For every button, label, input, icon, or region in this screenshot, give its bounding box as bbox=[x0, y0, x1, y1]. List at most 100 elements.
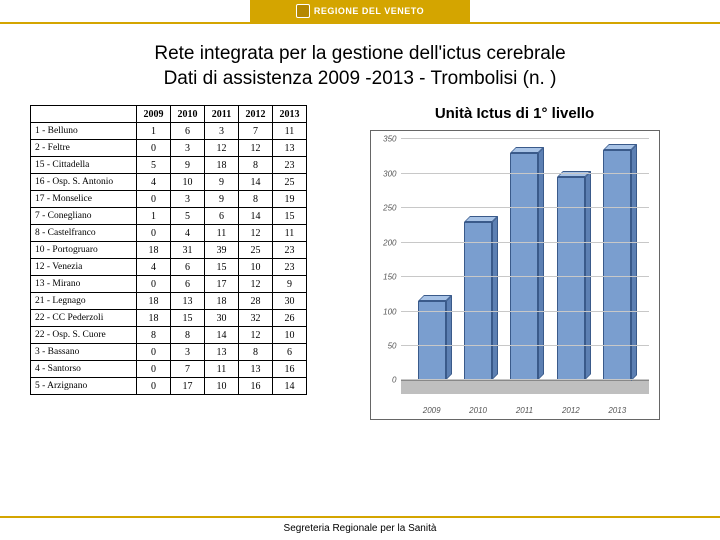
row-label: 21 - Legnago bbox=[31, 293, 137, 310]
table-cell: 12 bbox=[239, 225, 273, 242]
table-row: 15 - Cittadella5918823 bbox=[31, 157, 307, 174]
table-cell: 3 bbox=[171, 191, 205, 208]
table-cell: 14 bbox=[239, 208, 273, 225]
table-row: 13 - Mirano0617129 bbox=[31, 276, 307, 293]
chart-gridline: 50 bbox=[401, 345, 649, 346]
table-cell: 0 bbox=[137, 344, 171, 361]
table-cell: 6 bbox=[171, 276, 205, 293]
table-cell: 7 bbox=[171, 361, 205, 378]
row-label: 16 - Osp. S. Antonio bbox=[31, 174, 137, 191]
table-cell: 15 bbox=[273, 208, 307, 225]
table-cell: 6 bbox=[273, 344, 307, 361]
chart-y-tick: 350 bbox=[383, 135, 396, 144]
table-cell: 1 bbox=[137, 123, 171, 140]
chart-plot-area: 050100150200250300350 bbox=[401, 141, 649, 394]
table-row: 21 - Legnago1813182830 bbox=[31, 293, 307, 310]
chart-gridline: 250 bbox=[401, 207, 649, 208]
chart-title: Unità Ictus di 1° livello bbox=[327, 105, 702, 122]
table-cell: 17 bbox=[205, 276, 239, 293]
chart-bar bbox=[418, 301, 446, 380]
table-cell: 8 bbox=[239, 157, 273, 174]
table-row: 22 - Osp. S. Cuore88141210 bbox=[31, 327, 307, 344]
table-cell: 23 bbox=[273, 242, 307, 259]
chart-floor bbox=[401, 380, 649, 394]
chart-gridline: 0 bbox=[401, 379, 649, 380]
row-label: 2 - Feltre bbox=[31, 140, 137, 157]
table-row: 22 - CC Pederzoli1815303226 bbox=[31, 310, 307, 327]
table-cell: 10 bbox=[273, 327, 307, 344]
table-cell: 12 bbox=[239, 276, 273, 293]
chart-x-tick: 2010 bbox=[461, 406, 495, 415]
table-cell: 18 bbox=[137, 242, 171, 259]
chart-x-tick: 2009 bbox=[415, 406, 449, 415]
table-row: 1 - Belluno163711 bbox=[31, 123, 307, 140]
chart-y-tick: 300 bbox=[383, 169, 396, 178]
chart-panel: Unità Ictus di 1° livello 05010015020025… bbox=[327, 105, 702, 420]
table-cell: 11 bbox=[273, 225, 307, 242]
header-blank bbox=[31, 106, 137, 123]
chart-y-tick: 150 bbox=[383, 273, 396, 282]
title-line-1: Rete integrata per la gestione dell'ictu… bbox=[0, 42, 720, 67]
row-label: 3 - Bassano bbox=[31, 344, 137, 361]
chart-bar-slot bbox=[461, 222, 495, 380]
footer-text: Segreteria Regionale per la Sanità bbox=[0, 523, 720, 534]
table-cell: 8 bbox=[171, 327, 205, 344]
table-cell: 12 bbox=[239, 140, 273, 157]
row-label: 15 - Cittadella bbox=[31, 157, 137, 174]
table-row: 10 - Portogruaro1831392523 bbox=[31, 242, 307, 259]
row-label: 12 - Venezia bbox=[31, 259, 137, 276]
table-cell: 10 bbox=[239, 259, 273, 276]
table-cell: 17 bbox=[171, 378, 205, 395]
table-header-cell: 2011 bbox=[205, 106, 239, 123]
table-cell: 39 bbox=[205, 242, 239, 259]
chart-y-tick: 250 bbox=[383, 204, 396, 213]
table-header-cell: 2009 bbox=[137, 106, 171, 123]
header-divider bbox=[0, 22, 720, 24]
chart-y-tick: 50 bbox=[388, 341, 397, 350]
table-body: 1 - Belluno1637112 - Feltre0312121315 - … bbox=[31, 123, 307, 395]
table-row: 2 - Feltre03121213 bbox=[31, 140, 307, 157]
row-label: 8 - Castelfranco bbox=[31, 225, 137, 242]
header-bar: REGIONE DEL VENETO bbox=[0, 0, 720, 24]
table-cell: 5 bbox=[137, 157, 171, 174]
chart-gridline: 200 bbox=[401, 242, 649, 243]
table-cell: 26 bbox=[273, 310, 307, 327]
table-cell: 14 bbox=[205, 327, 239, 344]
table-cell: 0 bbox=[137, 191, 171, 208]
table-cell: 0 bbox=[137, 225, 171, 242]
table-row: 4 - Santorso07111316 bbox=[31, 361, 307, 378]
region-banner: REGIONE DEL VENETO bbox=[250, 0, 470, 22]
chart-gridline: 300 bbox=[401, 173, 649, 174]
table-cell: 25 bbox=[273, 174, 307, 191]
table-cell: 13 bbox=[171, 293, 205, 310]
table-cell: 9 bbox=[273, 276, 307, 293]
bar-chart: 050100150200250300350 200920102011201220… bbox=[370, 130, 660, 420]
table-cell: 23 bbox=[273, 259, 307, 276]
table-header-cell: 2013 bbox=[273, 106, 307, 123]
row-label: 1 - Belluno bbox=[31, 123, 137, 140]
table-cell: 30 bbox=[273, 293, 307, 310]
table-cell: 0 bbox=[137, 378, 171, 395]
table-cell: 8 bbox=[137, 327, 171, 344]
table-cell: 8 bbox=[239, 191, 273, 208]
row-label: 13 - Mirano bbox=[31, 276, 137, 293]
table-cell: 18 bbox=[137, 293, 171, 310]
table-cell: 15 bbox=[171, 310, 205, 327]
table-row: 5 - Arzignano017101614 bbox=[31, 378, 307, 395]
row-label: 5 - Arzignano bbox=[31, 378, 137, 395]
table-row: 17 - Monselice039819 bbox=[31, 191, 307, 208]
table-cell: 18 bbox=[205, 293, 239, 310]
table-cell: 6 bbox=[171, 123, 205, 140]
table-cell: 1 bbox=[137, 208, 171, 225]
row-label: 4 - Santorso bbox=[31, 361, 137, 378]
row-label: 22 - CC Pederzoli bbox=[31, 310, 137, 327]
table-cell: 0 bbox=[137, 361, 171, 378]
table-cell: 9 bbox=[205, 174, 239, 191]
table-cell: 3 bbox=[171, 344, 205, 361]
table-row: 7 - Conegliano1561415 bbox=[31, 208, 307, 225]
table-cell: 9 bbox=[171, 157, 205, 174]
table-cell: 4 bbox=[171, 225, 205, 242]
content-row: 20092010201120122013 1 - Belluno1637112 … bbox=[0, 105, 720, 420]
table-cell: 5 bbox=[171, 208, 205, 225]
chart-y-tick: 200 bbox=[383, 238, 396, 247]
